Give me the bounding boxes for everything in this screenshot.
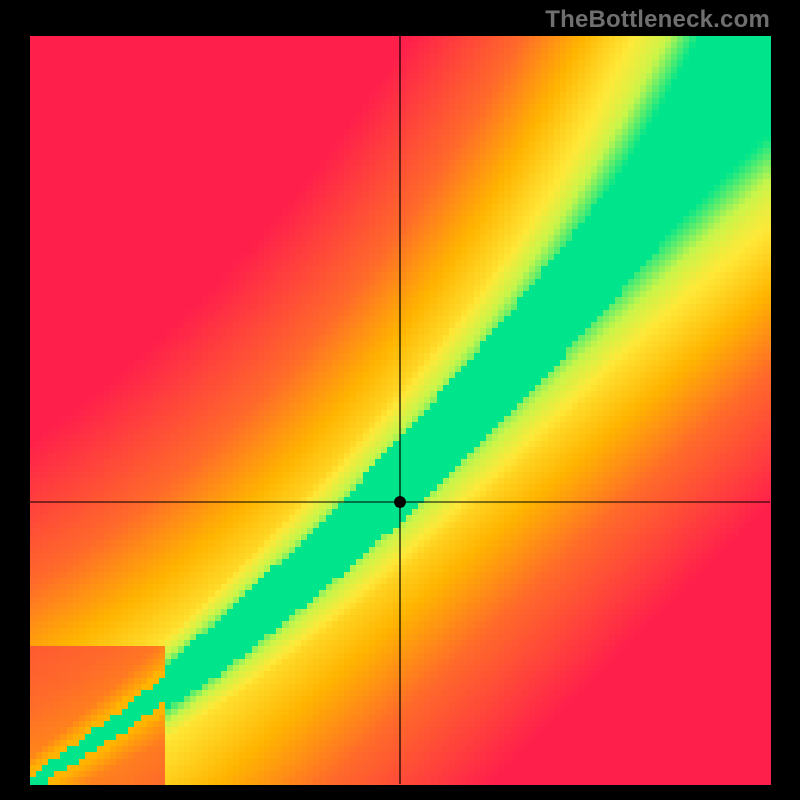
watermark-text: TheBottleneck.com xyxy=(545,6,770,34)
chart-container: TheBottleneck.com xyxy=(0,0,800,800)
heatmap-canvas xyxy=(0,0,800,800)
